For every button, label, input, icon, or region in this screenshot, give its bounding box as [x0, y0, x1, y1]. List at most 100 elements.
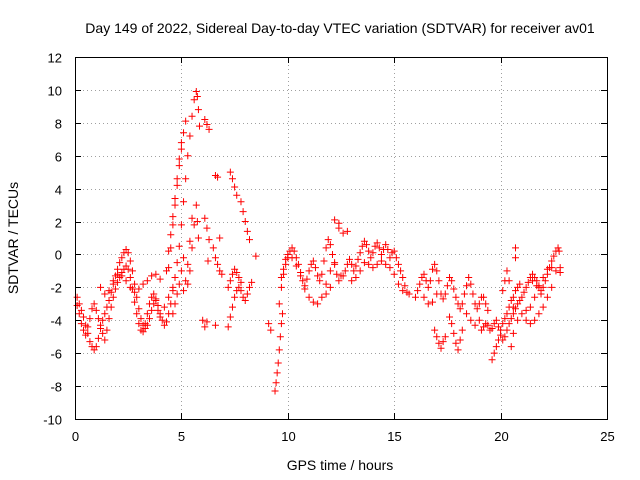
- data-point: [148, 306, 156, 314]
- data-point: [343, 227, 351, 235]
- data-point: [186, 237, 194, 245]
- y-tick-label: -2: [50, 281, 62, 296]
- data-point: [73, 301, 81, 309]
- data-point: [480, 293, 488, 301]
- data-point: [274, 359, 282, 367]
- data-point: [550, 252, 558, 260]
- data-point: [154, 306, 162, 314]
- data-point: [139, 328, 147, 336]
- data-point: [369, 249, 377, 257]
- data-point: [390, 247, 398, 255]
- data-point: [224, 283, 232, 291]
- data-point: [177, 145, 185, 153]
- data-point: [105, 287, 113, 295]
- data-point: [505, 320, 513, 328]
- data-point: [482, 300, 490, 308]
- data-point: [505, 277, 513, 285]
- data-point: [382, 260, 390, 268]
- data-point: [373, 260, 381, 268]
- data-point: [522, 283, 530, 291]
- data-point: [173, 290, 181, 298]
- data-point: [180, 198, 188, 206]
- data-point: [275, 300, 283, 308]
- data-point: [137, 315, 145, 323]
- data-point: [369, 264, 377, 272]
- data-point: [335, 277, 343, 285]
- y-tick-label: -10: [43, 413, 62, 428]
- data-point: [384, 246, 392, 254]
- data-point: [103, 326, 111, 334]
- data-point: [322, 290, 330, 298]
- data-point: [92, 343, 100, 351]
- data-point: [203, 120, 211, 128]
- data-point: [248, 278, 256, 286]
- data-point: [305, 293, 313, 301]
- data-point: [509, 329, 517, 337]
- data-point: [341, 267, 349, 275]
- data-point: [99, 329, 107, 337]
- data-point: [328, 250, 336, 258]
- data-point: [277, 320, 285, 328]
- y-tick-label: 4: [55, 183, 62, 198]
- data-point: [324, 236, 332, 244]
- data-point: [156, 313, 164, 321]
- data-point: [503, 326, 511, 334]
- data-point: [352, 262, 360, 270]
- data-point: [133, 293, 141, 301]
- data-point: [124, 249, 132, 257]
- data-point: [203, 224, 211, 232]
- data-point: [429, 265, 437, 273]
- data-point: [297, 272, 305, 280]
- data-point: [303, 275, 311, 283]
- data-point: [218, 270, 226, 278]
- data-point: [360, 259, 368, 267]
- data-point: [331, 216, 339, 224]
- data-point: [539, 303, 547, 311]
- data-point: [420, 270, 428, 278]
- data-point: [411, 293, 419, 301]
- data-point: [473, 305, 481, 313]
- data-point: [277, 273, 285, 281]
- data-point: [80, 313, 88, 321]
- data-point: [209, 244, 217, 252]
- data-point: [311, 264, 319, 272]
- data-point: [433, 267, 441, 275]
- data-point: [548, 264, 556, 272]
- data-point: [433, 333, 441, 341]
- data-point: [322, 280, 330, 288]
- data-point: [152, 295, 160, 303]
- data-point: [126, 273, 134, 281]
- data-point: [131, 298, 139, 306]
- data-point: [199, 316, 207, 324]
- data-point: [433, 290, 441, 298]
- data-point: [90, 300, 98, 308]
- data-point: [280, 265, 288, 273]
- data-point: [205, 236, 213, 244]
- data-point: [105, 297, 113, 305]
- data-point: [169, 213, 177, 221]
- data-point: [126, 283, 134, 291]
- data-point: [522, 306, 530, 314]
- data-point: [492, 343, 500, 351]
- data-point: [139, 280, 147, 288]
- data-point: [193, 218, 201, 226]
- data-point: [116, 259, 124, 267]
- data-point: [548, 283, 556, 291]
- data-point: [235, 273, 243, 281]
- data-point: [554, 244, 562, 252]
- data-point: [275, 346, 283, 354]
- data-point: [346, 255, 354, 263]
- data-point: [180, 129, 188, 137]
- data-point: [180, 287, 188, 295]
- data-point: [326, 241, 334, 249]
- x-tick-label: 10: [281, 429, 295, 444]
- data-point: [86, 338, 94, 346]
- data-point: [156, 275, 164, 283]
- data-point: [507, 315, 515, 323]
- data-point: [135, 285, 143, 293]
- data-point: [192, 201, 200, 209]
- y-tick-label: 6: [55, 150, 62, 165]
- data-point: [239, 208, 247, 216]
- data-point: [243, 227, 251, 235]
- data-point: [456, 336, 464, 344]
